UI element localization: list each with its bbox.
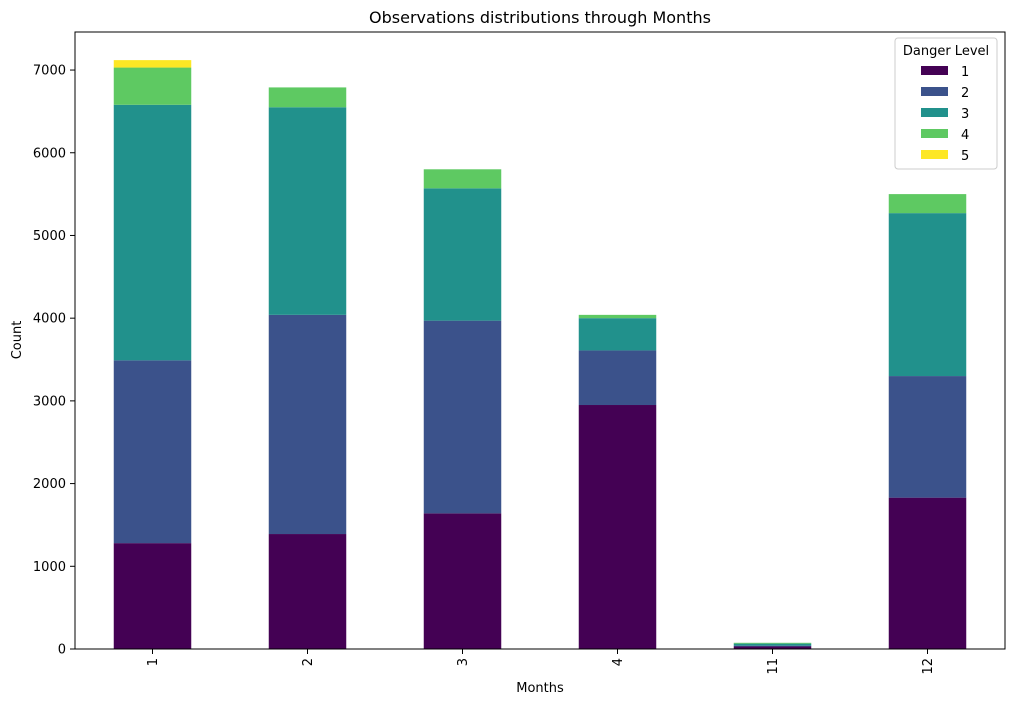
x-axis-label: Months bbox=[516, 681, 564, 696]
bar-segment-month-4-level-3 bbox=[578, 318, 657, 351]
y-tick-label: 0 bbox=[58, 643, 66, 658]
chart-title: Observations distributions through Month… bbox=[369, 8, 711, 27]
bar-segment-month-11-level-4 bbox=[733, 642, 812, 644]
y-axis: 0 1000 2000 3000 4000 5000 6000 7000 bbox=[33, 64, 75, 658]
y-tick-label: 5000 bbox=[33, 229, 66, 244]
y-tick-label: 3000 bbox=[33, 394, 66, 409]
y-tick-label: 6000 bbox=[33, 146, 66, 161]
x-axis: 1 2 3 4 11 12 bbox=[146, 649, 936, 675]
y-tick-label: 1000 bbox=[33, 560, 66, 575]
bar-segment-month-2-level-1 bbox=[268, 534, 347, 649]
legend-swatch-level-4 bbox=[921, 129, 948, 138]
x-tick-label: 11 bbox=[766, 658, 781, 675]
x-tick-label: 2 bbox=[301, 658, 316, 666]
bars-group bbox=[113, 60, 967, 649]
legend-label-level-5: 5 bbox=[961, 149, 969, 164]
bar-segment-month-12-level-3 bbox=[888, 213, 967, 377]
bar-segment-month-3-level-4 bbox=[423, 169, 502, 189]
legend-box bbox=[894, 37, 998, 170]
legend-swatch-level-1 bbox=[921, 66, 948, 75]
plot-frame bbox=[74, 31, 1006, 650]
bar-segment-month-12-level-4 bbox=[888, 194, 967, 214]
y-tick-label: 4000 bbox=[33, 312, 66, 327]
bar-segment-month-11-level-2 bbox=[733, 645, 812, 647]
bar-segment-month-1-level-1 bbox=[113, 543, 192, 649]
legend-label-level-1: 1 bbox=[961, 65, 969, 80]
legend-label-level-4: 4 bbox=[961, 128, 969, 143]
bar-segment-month-3-level-2 bbox=[423, 320, 502, 514]
bar-segment-month-1-level-5 bbox=[113, 60, 192, 68]
bar-segment-month-4-level-4 bbox=[578, 314, 657, 319]
x-tick-label: 1 bbox=[146, 658, 161, 666]
y-tick-label: 7000 bbox=[33, 64, 66, 79]
legend-label-level-3: 3 bbox=[961, 107, 969, 122]
legend-swatch-level-3 bbox=[921, 108, 948, 117]
x-tick-label: 4 bbox=[611, 658, 626, 666]
bar-segment-month-4-level-2 bbox=[578, 350, 657, 406]
bar-segment-month-2-level-2 bbox=[268, 314, 347, 535]
bar-segment-month-3-level-3 bbox=[423, 188, 502, 321]
legend-title: Danger Level bbox=[903, 44, 989, 59]
bar-segment-month-12-level-2 bbox=[888, 376, 967, 498]
bar-segment-month-11-level-1 bbox=[733, 646, 812, 649]
bar-segment-month-2-level-3 bbox=[268, 107, 347, 315]
bar-segment-month-11-level-3 bbox=[733, 643, 812, 646]
bar-segment-month-12-level-1 bbox=[888, 497, 967, 649]
bar-segment-month-1-level-2 bbox=[113, 360, 192, 544]
bar-segment-month-2-level-4 bbox=[268, 87, 347, 108]
x-tick-label: 12 bbox=[921, 658, 936, 675]
bar-segment-month-3-level-1 bbox=[423, 513, 502, 649]
legend-swatch-level-5 bbox=[921, 150, 948, 159]
bar-segment-month-1-level-4 bbox=[113, 67, 192, 105]
legend-swatch-level-2 bbox=[921, 87, 948, 96]
bar-segment-month-4-level-1 bbox=[578, 405, 657, 649]
bar-segment-month-1-level-3 bbox=[113, 104, 192, 361]
legend-label-level-2: 2 bbox=[961, 86, 969, 101]
x-tick-label: 3 bbox=[456, 658, 471, 666]
legend: Danger Level 1 2 3 4 5 bbox=[894, 37, 998, 170]
y-tick-label: 2000 bbox=[33, 477, 66, 492]
y-axis-label: Count bbox=[10, 321, 25, 360]
